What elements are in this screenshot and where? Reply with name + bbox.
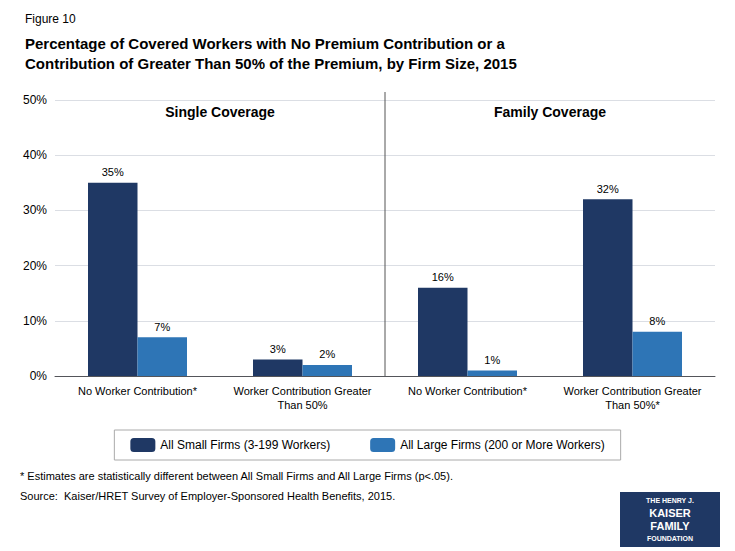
- svg-text:3%: 3%: [270, 343, 286, 355]
- svg-text:Source: Kaiser/HRET Survey of: Source: Kaiser/HRET Survey of Employer-S…: [20, 490, 395, 502]
- svg-text:All Small Firms (3-199 Workers: All Small Firms (3-199 Workers): [160, 438, 330, 452]
- svg-text:20%: 20%: [23, 259, 47, 273]
- svg-text:THE HENRY J.: THE HENRY J.: [646, 497, 694, 504]
- svg-text:No Worker Contribution*: No Worker Contribution*: [408, 385, 528, 397]
- svg-text:FOUNDATION: FOUNDATION: [647, 535, 693, 542]
- svg-text:16%: 16%: [432, 271, 454, 283]
- svg-text:50%: 50%: [23, 93, 47, 107]
- svg-text:32%: 32%: [597, 183, 619, 195]
- svg-text:Worker Contribution Greater: Worker Contribution Greater: [564, 385, 702, 397]
- svg-text:7%: 7%: [154, 321, 170, 333]
- svg-text:8%: 8%: [649, 315, 665, 327]
- svg-text:FAMILY: FAMILY: [650, 520, 690, 532]
- svg-text:35%: 35%: [102, 166, 124, 178]
- svg-text:1%: 1%: [484, 354, 500, 366]
- svg-text:Contribution of Greater Than 5: Contribution of Greater Than 50% of the …: [25, 55, 517, 72]
- svg-text:Figure 10: Figure 10: [25, 12, 76, 26]
- svg-text:Single Coverage: Single Coverage: [165, 104, 275, 120]
- svg-text:Than 50%*: Than 50%*: [605, 399, 660, 411]
- svg-text:40%: 40%: [23, 148, 47, 162]
- svg-text:10%: 10%: [23, 314, 47, 328]
- svg-text:All Large Firms (200 or More W: All Large Firms (200 or More Workers): [400, 438, 605, 452]
- svg-text:Family Coverage: Family Coverage: [494, 104, 606, 120]
- svg-text:Percentage of Covered Workers: Percentage of Covered Workers with No Pr…: [25, 35, 505, 52]
- svg-text:Worker Contribution Greater: Worker Contribution Greater: [234, 385, 372, 397]
- svg-text:Than 50%: Than 50%: [277, 399, 327, 411]
- svg-text:30%: 30%: [23, 203, 47, 217]
- svg-text:KAISER: KAISER: [649, 507, 691, 519]
- svg-text:* Estimates are statistically: * Estimates are statistically different …: [20, 470, 453, 482]
- svg-text:No Worker Contribution*: No Worker Contribution*: [78, 385, 198, 397]
- svg-text:0%: 0%: [30, 369, 48, 383]
- svg-text:2%: 2%: [319, 348, 335, 360]
